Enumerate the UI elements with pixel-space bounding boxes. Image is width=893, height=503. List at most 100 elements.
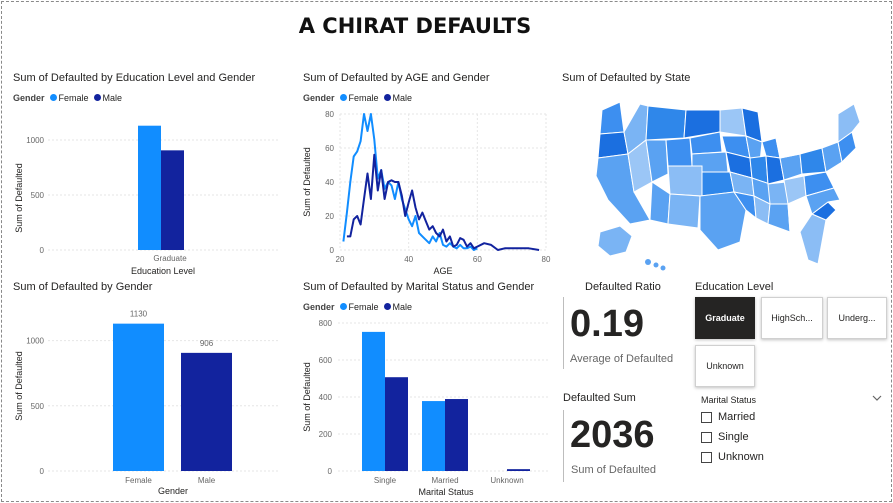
marital-bar-single-male[interactable] [385,377,408,471]
map-state-tile[interactable] [667,165,703,197]
marital-option-single[interactable]: Single [701,431,749,443]
age-line-female[interactable] [342,113,478,251]
kpi-ratio-value: 0.19 [570,303,644,345]
option-label: Unknown [718,451,764,463]
age-xtick: 80 [542,255,551,264]
gender-bar-label: 906 [200,339,214,348]
edu-tile-highschool[interactable]: HighSch... [761,297,823,339]
map-state-tile[interactable] [799,147,827,175]
edu-chart[interactable]: 0 500 1000 Graduate Education Level Sum of… [8,112,288,282]
gender-ylabel: Sum of Defaulted [14,351,24,421]
state-chart-title: Sum of Defaulted by State [562,72,691,84]
kpi-sum-subtitle: Sum of Defaulted [571,464,656,476]
gender-bar-label: 1130 [130,310,148,319]
kpi-sum-title: Defaulted Sum [563,392,636,404]
edu-tile-unknown[interactable]: Unknown [695,345,755,387]
marital-chart-legend: Gender Female Male [303,302,412,312]
map-state-tile[interactable] [775,135,801,159]
marital-xtick: Unknown [490,476,523,485]
marital-xtick: Single [374,476,397,485]
marital-bar-married-male[interactable] [445,399,468,471]
us-state-map[interactable] [590,92,865,272]
checkbox[interactable] [701,451,712,463]
age-chart-title: Sum of Defaulted by AGE and Gender [303,72,490,84]
gender-bar-male[interactable] [181,352,232,471]
map-state-tile[interactable] [649,181,671,225]
gender-chart-title: Sum of Defaulted by Gender [13,281,153,293]
map-alaska[interactable] [597,225,633,257]
legend-male[interactable]: Male [102,93,123,103]
legend-male[interactable]: Male [392,93,413,103]
edu-xlabel: Education Level [131,266,195,276]
map-hawaii[interactable] [645,259,666,271]
female-legend-dot [339,303,347,310]
option-label: Married [718,411,756,423]
age-ytick: 60 [325,144,334,153]
age-ytick: 20 [325,212,334,221]
marital-bar-married-female[interactable] [422,401,445,471]
marital-ytick: 600 [319,356,333,365]
legend-title: Gender [303,302,335,312]
marital-bar-single-female[interactable] [362,331,385,471]
marital-chart[interactable]: 0 200 400 600 800 Single Married Unknown Marit… [298,312,558,500]
map-state-tile[interactable] [665,137,693,167]
map-state-tile[interactable] [599,101,625,135]
map-state-tile[interactable] [645,139,669,183]
edu-ylabel: Sum of Defaulted [14,163,24,233]
marital-xtick: Married [431,476,458,485]
legend-female[interactable]: Female [348,302,379,312]
marital-chart-title: Sum of Defaulted by Marital Status and G… [303,281,535,293]
kpi-ratio-subtitle: Average of Defaulted [570,353,674,365]
age-ytick: 40 [325,178,334,187]
checkbox[interactable] [701,411,712,423]
female-legend-dot [339,94,347,101]
map-state-tile[interactable] [779,153,803,181]
chevron-down-icon[interactable] [871,393,883,403]
gender-bar-female[interactable] [113,323,164,471]
age-xtick: 40 [404,255,413,264]
gender-chart[interactable]: 0 500 1000 1130 Female 906 Male Gender Sum of… [8,298,288,498]
kpi-ratio-title: Defaulted Ratio [585,281,661,293]
map-state-tile[interactable] [837,103,861,143]
kpi-sum-value: 2036 [570,414,655,456]
age-ytick: 0 [330,246,335,255]
marital-ytick: 200 [319,430,333,439]
gender-ytick: 500 [31,402,45,411]
edu-tile-graduate[interactable]: Graduate [695,297,755,339]
edu-ytick: 1000 [26,136,44,145]
marital-ytick: 800 [319,319,333,328]
age-xlabel: AGE [433,266,452,276]
marital-bar-unknown-male[interactable] [507,469,530,471]
gender-ytick: 0 [40,467,45,476]
legend-male[interactable]: Male [392,302,413,312]
map-state-tile[interactable] [805,187,841,215]
age-line-male[interactable] [346,153,540,251]
legend-title: Gender [13,93,45,103]
female-legend-dot [49,94,57,101]
checkbox[interactable] [701,431,712,443]
edu-bar-male[interactable] [161,150,184,250]
edu-chart-title: Sum of Defaulted by Education Level and … [13,72,256,84]
map-state-tile[interactable] [767,203,791,233]
edu-tile-undergrad[interactable]: Underg... [827,297,887,339]
legend-female[interactable]: Female [348,93,379,103]
option-label: Single [718,431,749,443]
marital-option-unknown[interactable]: Unknown [701,451,764,463]
edu-chart-legend: Gender Female Male [13,93,122,103]
age-ytick: 80 [325,110,334,119]
marital-ytick: 0 [328,467,333,476]
male-legend-dot [383,303,391,310]
map-state-tile[interactable] [645,105,687,141]
gender-ytick: 1000 [26,337,44,346]
map-state-tile[interactable] [667,193,701,229]
kpi-ratio-divider [563,297,564,369]
age-xtick: 60 [473,255,482,264]
map-state-tile[interactable] [699,191,747,251]
marital-option-married[interactable]: Married [701,411,755,423]
marital-ylabel: Sum of Defaulted [302,362,312,432]
edu-bar-female[interactable] [138,125,161,250]
legend-female[interactable]: Female [58,93,89,103]
kpi-sum-divider [563,410,564,482]
